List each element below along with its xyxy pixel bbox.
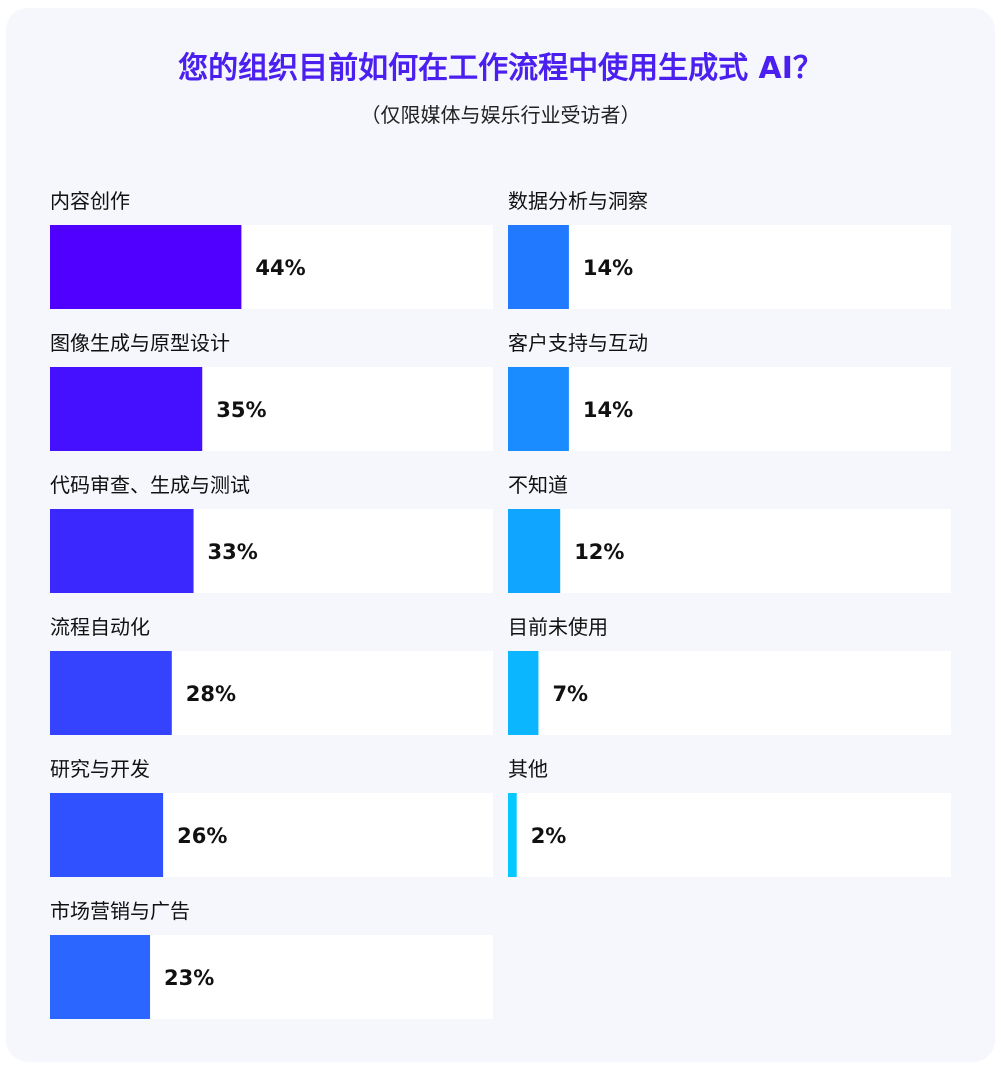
- bar-group: 不知道 12%: [508, 473, 951, 593]
- category-label: 图像生成与原型设计: [50, 331, 230, 355]
- bar-track: [508, 793, 951, 877]
- bar: [50, 651, 172, 735]
- category-label: 代码审查、生成与测试: [50, 473, 250, 497]
- bar: [508, 651, 539, 735]
- bar-group: 目前未使用 7%: [508, 615, 951, 735]
- bar-track: [508, 651, 951, 735]
- category-label: 市场营销与广告: [50, 899, 190, 923]
- bar: [50, 935, 151, 1019]
- bar: [50, 367, 203, 451]
- bar: [508, 793, 517, 877]
- value-label: 26%: [177, 824, 227, 848]
- bar-group: 其他 2%: [508, 757, 951, 877]
- bar: [508, 367, 569, 451]
- value-label: 35%: [216, 398, 266, 422]
- bar: [50, 793, 164, 877]
- category-label: 流程自动化: [50, 615, 150, 639]
- value-label: 2%: [531, 824, 567, 848]
- value-label: 44%: [255, 256, 305, 280]
- bar-group: 市场营销与广告 23%: [50, 899, 493, 1019]
- category-label: 其他: [508, 757, 548, 781]
- bar: [50, 225, 242, 309]
- category-label: 内容创作: [50, 189, 130, 213]
- bar-track: [508, 367, 951, 451]
- value-label: 28%: [186, 682, 236, 706]
- bar-group: 图像生成与原型设计 35%: [50, 331, 493, 451]
- category-label: 客户支持与互动: [508, 331, 648, 355]
- value-label: 23%: [164, 966, 214, 990]
- bar: [508, 509, 561, 593]
- value-label: 33%: [208, 540, 258, 564]
- value-label: 14%: [583, 398, 633, 422]
- bar-track: [508, 509, 951, 593]
- bar-track: [508, 225, 951, 309]
- value-label: 12%: [574, 540, 624, 564]
- bar: [508, 225, 569, 309]
- bar: [50, 509, 194, 593]
- bar-group: 客户支持与互动 14%: [508, 331, 951, 451]
- category-label: 数据分析与洞察: [508, 189, 648, 213]
- bar-group: 流程自动化 28%: [50, 615, 493, 735]
- category-label: 研究与开发: [50, 757, 150, 781]
- bar-group: 代码审查、生成与测试 33%: [50, 473, 493, 593]
- chart-title: 您的组织目前如何在工作流程中使用生成式 AI？: [178, 51, 823, 86]
- category-label: 不知道: [508, 473, 568, 497]
- value-label: 14%: [583, 256, 633, 280]
- chart-subtitle: （仅限媒体与娱乐行业受访者）: [360, 103, 641, 127]
- bar-group: 研究与开发 26%: [50, 757, 493, 877]
- bar-group: 内容创作 44%: [50, 189, 493, 309]
- category-label: 目前未使用: [508, 615, 608, 639]
- bar-group: 数据分析与洞察 14%: [508, 189, 951, 309]
- value-label: 7%: [552, 682, 588, 706]
